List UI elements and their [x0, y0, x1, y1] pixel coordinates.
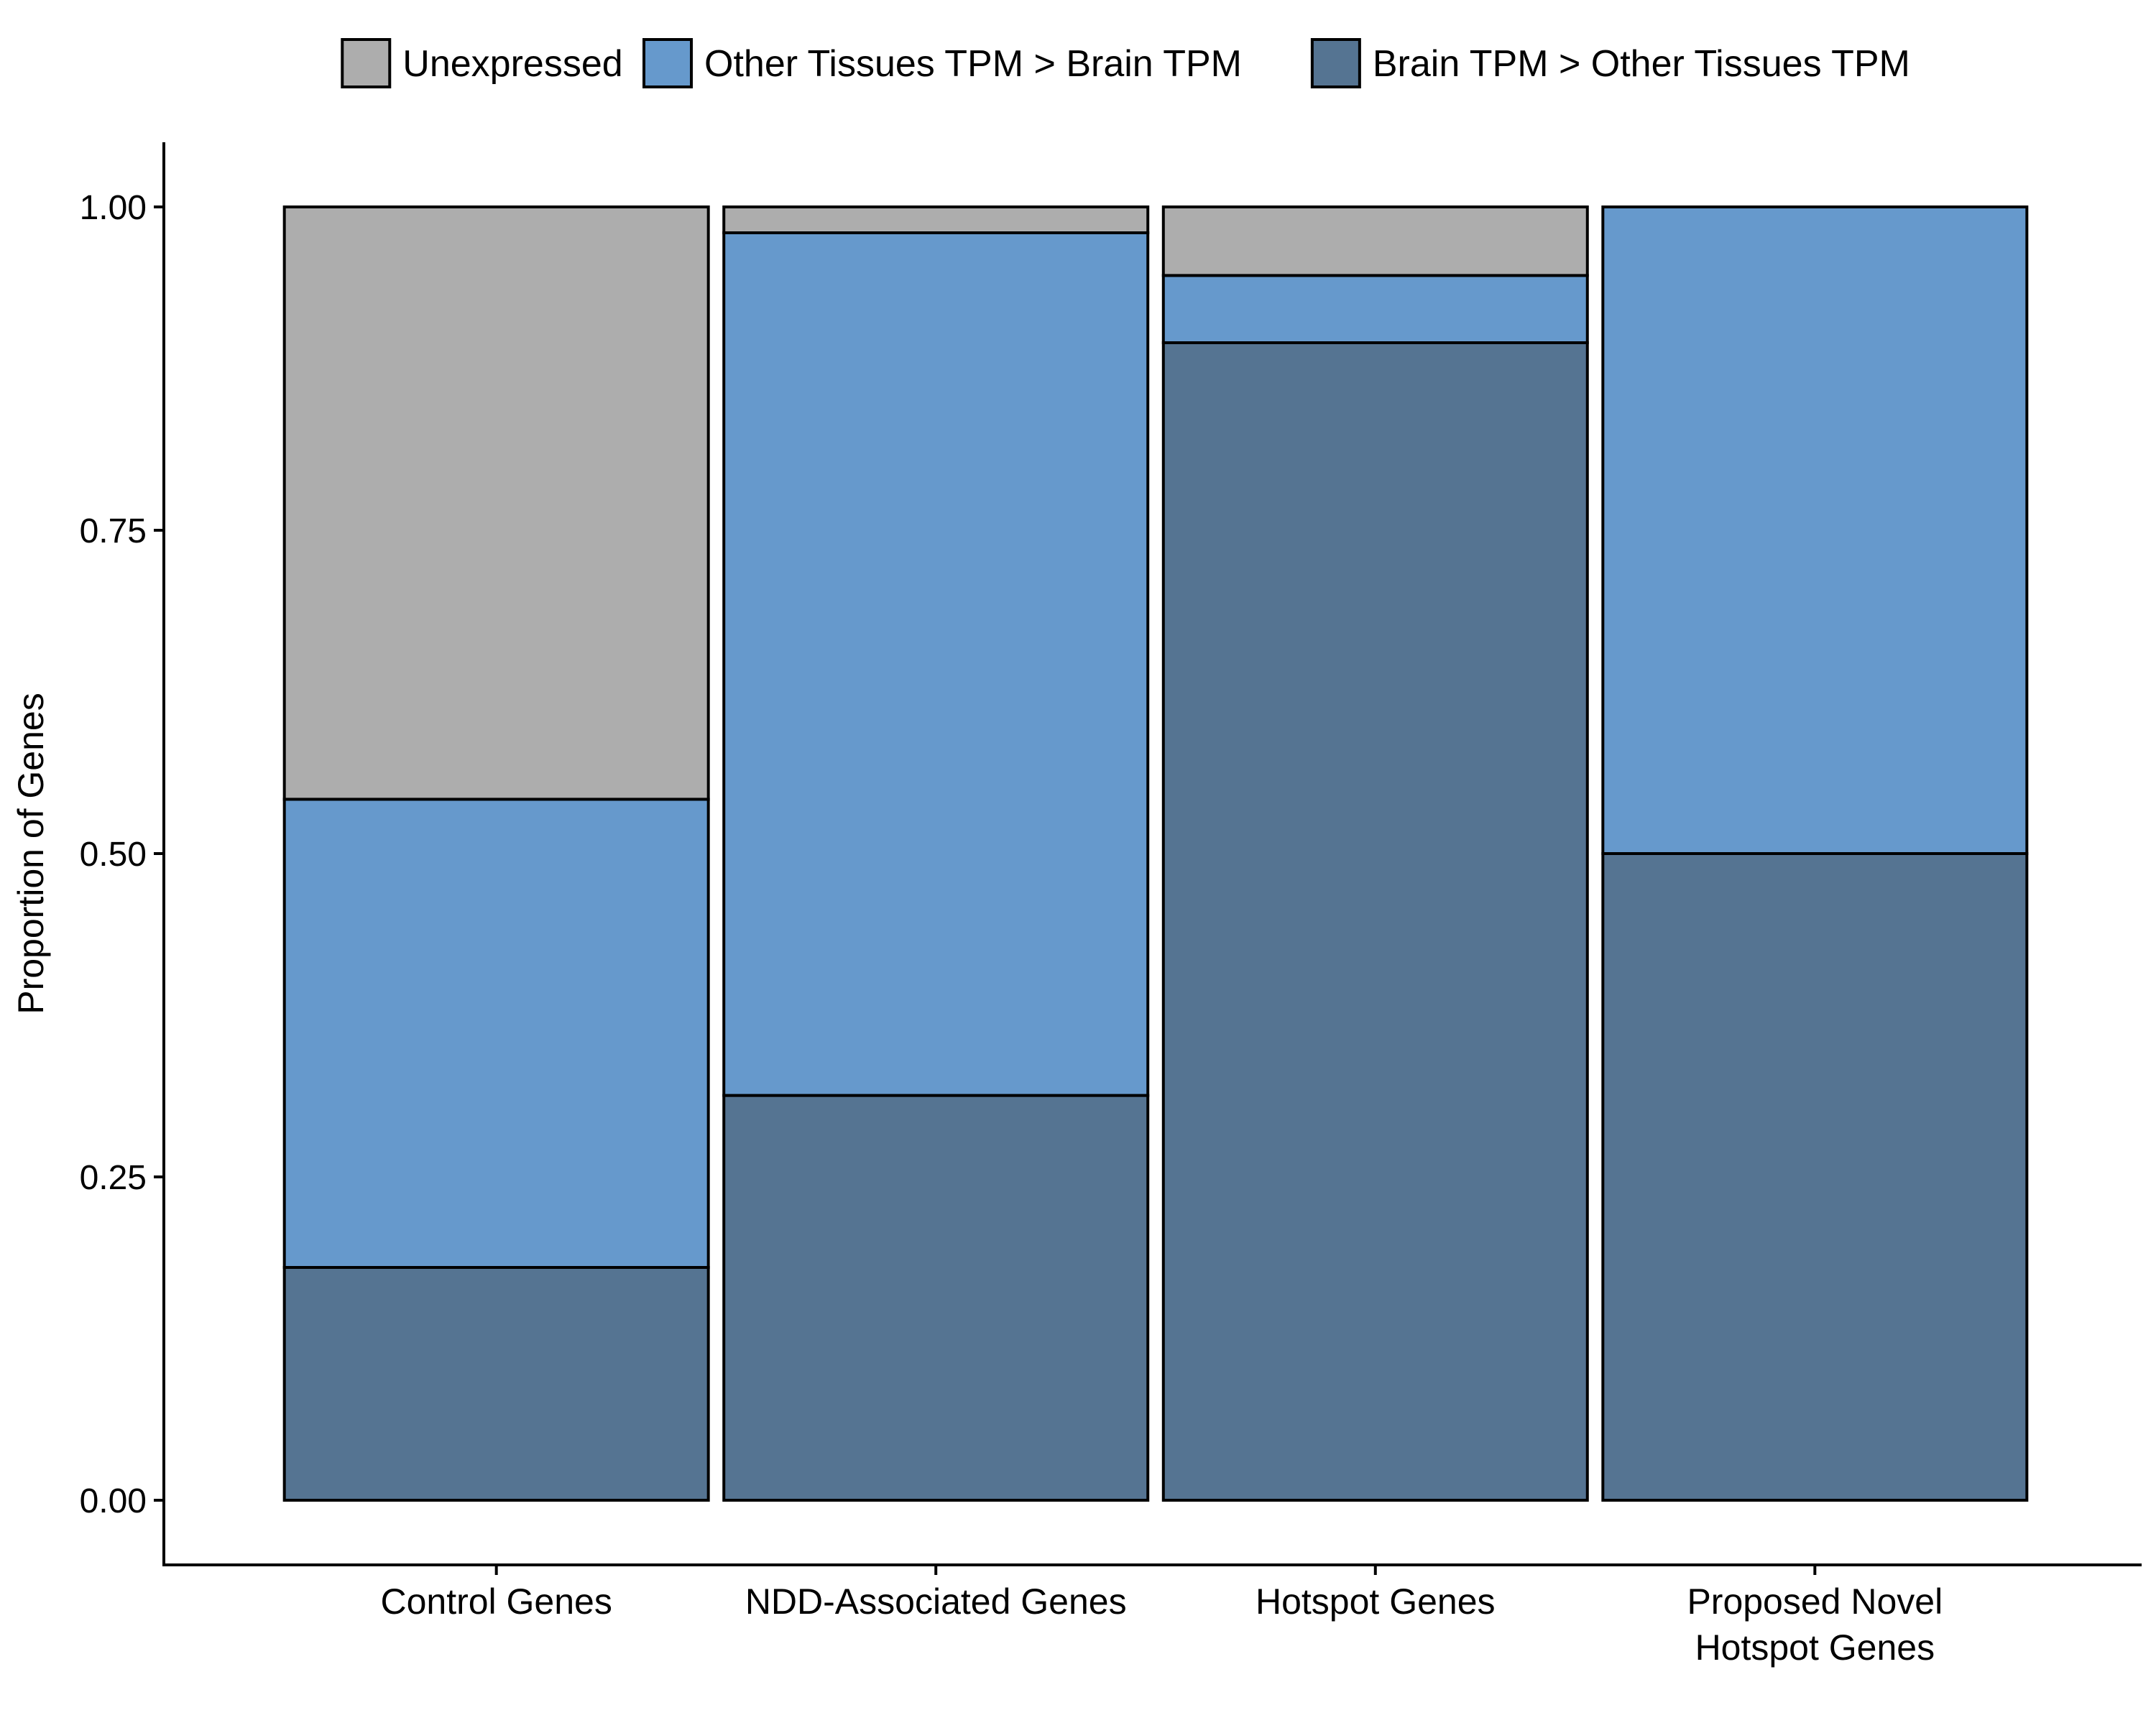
legend: Unexpressed Other Tissues TPM > Brain TPM…	[341, 38, 1910, 88]
legend-item: Brain TPM > Other Tissues TPM	[1310, 38, 1910, 88]
bar-stack	[1161, 205, 1589, 1502]
y-tick-label: 1.00	[80, 189, 147, 227]
legend-label: Unexpressed	[402, 43, 622, 85]
x-tick-label: Hotspot Genes	[1695, 1627, 1935, 1668]
legend-swatch	[341, 38, 392, 88]
x-axis-ticks: Control Genes NDD-Associated Genes Hotspot…	[380, 1565, 1943, 1668]
y-tick-label: 0.75	[80, 512, 147, 550]
bar-segment	[282, 1266, 710, 1502]
bars	[282, 205, 2029, 1502]
x-tick-label: Control Genes	[380, 1581, 612, 1622]
x-tick-label: NDD-Associated Genes	[745, 1581, 1127, 1622]
bar-segment	[1601, 852, 2029, 1502]
bar-stack	[1601, 205, 2029, 1502]
y-tick-label: 0.50	[80, 836, 147, 874]
bar-segment	[282, 205, 710, 801]
bar-segment	[1601, 205, 2029, 855]
legend-item: Other Tissues TPM > Brain TPM	[642, 38, 1242, 88]
bar-segment	[282, 798, 710, 1269]
x-tick-label: Hotspot Genes	[1256, 1581, 1496, 1622]
bar-segment	[722, 231, 1150, 1097]
bar-stack	[722, 205, 1150, 1502]
bar-segment	[1161, 205, 1589, 277]
bar-segment	[722, 205, 1150, 234]
bar-segment	[1161, 341, 1589, 1502]
y-tick-label: 0.00	[80, 1482, 147, 1520]
y-axis-title: Proportion of Genes	[11, 693, 51, 1015]
y-axis-ticks: 0.00 0.25 0.50 0.75 1.00	[80, 189, 164, 1520]
legend-swatch	[1310, 38, 1361, 88]
legend-label: Other Tissues TPM > Brain TPM	[704, 43, 1242, 85]
bar-segment	[1161, 274, 1589, 344]
legend-label: Brain TPM > Other Tissues TPM	[1373, 43, 1910, 85]
legend-swatch	[642, 38, 694, 88]
bar-segment	[722, 1094, 1150, 1502]
bar-stack	[282, 205, 710, 1502]
y-tick-label: 0.25	[80, 1159, 147, 1197]
legend-item: Unexpressed	[341, 38, 623, 88]
x-tick-label: Proposed Novel	[1687, 1581, 1943, 1622]
